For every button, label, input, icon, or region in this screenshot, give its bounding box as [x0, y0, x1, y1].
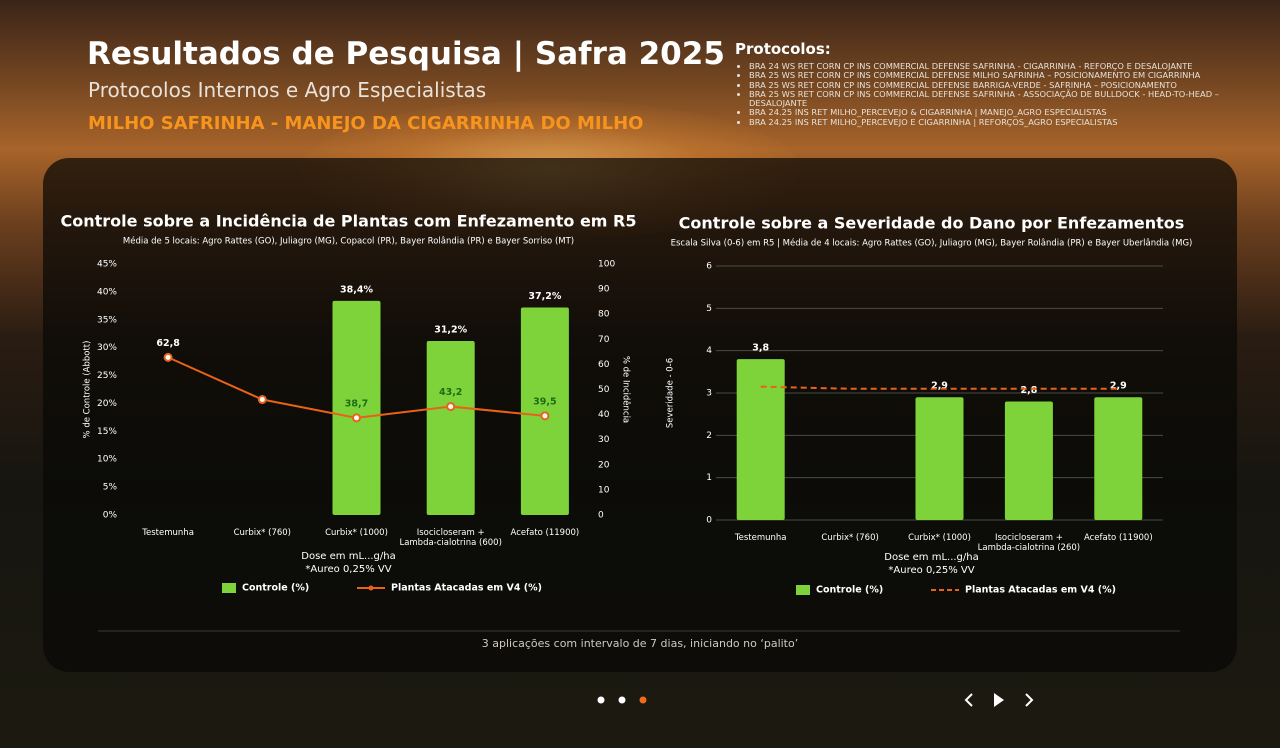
- x-tick-label: Curbix* (760): [821, 533, 879, 543]
- y2-tick-label: 40: [598, 410, 610, 420]
- y2-tick-label: 20: [598, 460, 610, 470]
- bar-value-label: 3,8: [752, 343, 769, 354]
- y-tick-label: 20%: [97, 399, 117, 409]
- page-dot[interactable]: [597, 696, 605, 704]
- x-tick-label: Curbix* (1000): [325, 528, 388, 538]
- protocol-item: BRA 25 WS RET CORN CP INS COMMERCIAL DEF…: [749, 89, 1249, 109]
- line-marker: [163, 352, 173, 362]
- bar: [915, 397, 964, 520]
- protocol-item: BRA 24.25 INS RET MILHO_PERCEVEJO E CIGA…: [749, 117, 1249, 127]
- y2-tick-label: 100: [598, 260, 615, 270]
- legend-swatch: [222, 583, 236, 593]
- x-tick-label: Curbix* (1000): [908, 533, 971, 543]
- bar-value-label: 2,8: [1020, 385, 1037, 396]
- y2-tick-label: 70: [598, 335, 610, 345]
- y2-tick-label: 60: [598, 360, 610, 370]
- bar-value-label: 38,4%: [340, 284, 373, 295]
- bar-value-label: 2,9: [1110, 381, 1127, 392]
- legend-label: Plantas Atacadas em V4 (%): [965, 585, 1116, 596]
- chart-subtitle: Média de 5 locais: Agro Rattes (GO), Jul…: [123, 236, 574, 247]
- page-subtitle: Protocolos Internos e Agro Especialistas: [88, 78, 487, 102]
- chart-title: Controle sobre a Severidade do Dano por …: [679, 214, 1185, 233]
- x-tick-label: Testemunha: [142, 528, 194, 538]
- x-tick-label: Isocicloseram + Lambda-cialotrina (600): [399, 528, 502, 548]
- y-tick-label: 5: [706, 304, 712, 314]
- footer-note: 3 aplicações com intervalo de 7 dias, in…: [481, 637, 799, 650]
- bar: [426, 340, 475, 515]
- x-tick-label: Acefato (11900): [510, 528, 580, 538]
- y-tick-label: 5%: [103, 483, 118, 493]
- y-tick-label: 45%: [97, 260, 117, 270]
- bar: [520, 307, 569, 515]
- line-marker: [540, 411, 550, 421]
- prev-button[interactable]: [964, 693, 973, 707]
- legend-marker: [368, 585, 374, 591]
- legend-swatch: [796, 585, 810, 595]
- x-axis-note: *Aureo 0,25% VV: [305, 564, 391, 575]
- y-tick-label: 15%: [97, 427, 117, 437]
- y-tick-label: 30%: [97, 343, 117, 353]
- page-highlight: MILHO SAFRINHA - MANEJO DA CIGARRINHA DO…: [88, 113, 644, 134]
- protocol-item: BRA 24 WS RET CORN CP INS COMMERCIAL DEF…: [749, 61, 1249, 71]
- x-tick-label: Acefato (11900): [1083, 533, 1153, 543]
- y-tick-label: 0: [706, 516, 712, 526]
- protocol-item: BRA 24.25 INS RET MILHO_PERCEVEJO & CIGA…: [749, 108, 1249, 118]
- line-value-label: 43,2: [439, 387, 462, 398]
- bar-value-label: 37,2%: [528, 291, 561, 302]
- page-title: Resultados de Pesquisa | Safra 2025: [87, 36, 725, 72]
- x-tick-label: Testemunha: [734, 533, 787, 543]
- x-axis-title: Dose em mL...g/ha: [884, 552, 978, 563]
- y2-axis-title: % de Incidência: [621, 356, 632, 423]
- y-tick-label: 40%: [97, 287, 117, 297]
- y2-tick-label: 0: [598, 511, 604, 521]
- line-marker: [352, 413, 361, 423]
- next-button[interactable]: [1025, 693, 1034, 707]
- line-marker: [257, 395, 267, 405]
- y-axis-title: % de Controle (Abbott): [83, 341, 93, 439]
- protocol-item: BRA 25 WS RET CORN CP INS COMMERCIAL DEF…: [749, 70, 1249, 80]
- x-axis-title: Dose em mL...g/ha: [301, 551, 395, 562]
- y2-tick-label: 90: [598, 285, 610, 295]
- x-tick-label: Isocicloseram + Lambda-cialotrina (260): [977, 533, 1081, 553]
- bar: [332, 300, 381, 515]
- bar-value-label: 31,2%: [434, 324, 467, 335]
- line-value-label: 62,8: [156, 338, 180, 349]
- line-value-label: 39,5: [533, 396, 556, 407]
- bar: [1004, 401, 1053, 520]
- page-dot-active[interactable]: [639, 696, 647, 704]
- x-axis-note: *Aureo 0,25% VV: [888, 565, 974, 576]
- y-tick-label: 1: [706, 473, 712, 483]
- play-button[interactable]: [994, 693, 1004, 707]
- y-tick-label: 25%: [97, 371, 117, 381]
- bar: [736, 359, 785, 520]
- bar: [1094, 397, 1143, 520]
- bar-value-label: 2,9: [931, 381, 948, 392]
- protocols-title: Protocolos:: [735, 40, 831, 58]
- y2-tick-label: 10: [598, 485, 610, 495]
- x-tick-label: Curbix* (760): [233, 528, 291, 538]
- legend-label: Controle (%): [816, 585, 883, 596]
- chart-subtitle: Escala Silva (0-6) em R5 | Média de 4 lo…: [671, 238, 1193, 249]
- y-tick-label: 2: [706, 431, 712, 441]
- line-value-label: 38,7: [345, 398, 368, 409]
- y-tick-label: 6: [706, 262, 712, 272]
- chart-title: Controle sobre a Incidência de Plantas c…: [61, 212, 637, 231]
- protocols-list: BRA 24 WS RET CORN CP INS COMMERCIAL DEF…: [735, 61, 1249, 127]
- protocol-item: BRA 25 WS RET CORN CP INS COMMERCIAL DEF…: [749, 80, 1249, 90]
- y-axis-title: Severidade - 0-6: [666, 358, 676, 428]
- line-marker: [446, 402, 456, 412]
- y-tick-label: 4: [706, 346, 712, 356]
- y-tick-label: 10%: [97, 455, 117, 465]
- y-tick-label: 35%: [97, 315, 117, 325]
- y2-tick-label: 50: [598, 385, 610, 395]
- y2-tick-label: 30: [598, 435, 610, 445]
- page-dot[interactable]: [618, 696, 626, 704]
- y2-tick-label: 80: [598, 310, 610, 320]
- y-tick-label: 3: [706, 389, 712, 399]
- legend-label: Controle (%): [242, 583, 309, 594]
- legend-label: Plantas Atacadas em V4 (%): [391, 583, 542, 594]
- y-tick-label: 0%: [103, 511, 118, 521]
